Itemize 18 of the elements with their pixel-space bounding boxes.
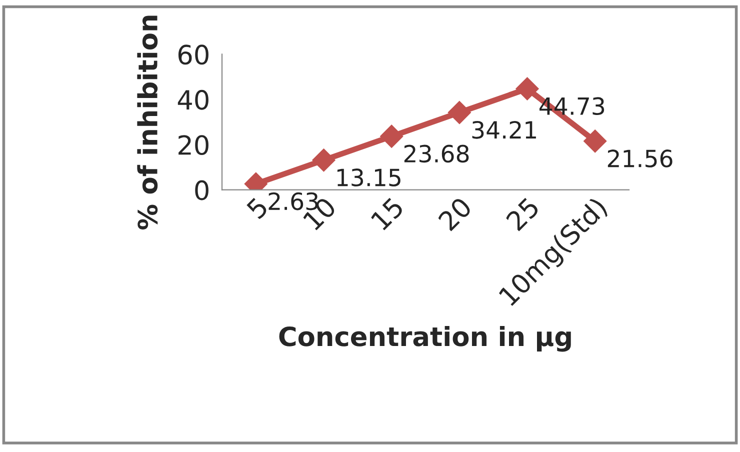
y-tick-label: 40 [178,90,208,110]
point [380,124,404,148]
x-tick-label: 15 [370,196,404,231]
data-label: 34.21 [472,120,536,139]
x-tick-label: 20 [437,196,473,232]
point [312,148,336,172]
point [516,77,539,100]
y-tick-label: 60 [178,44,208,65]
x-axis-title: Concentration in µg [279,326,571,352]
y-axis-title: % of inhibition [137,16,158,230]
data-label: 21.56 [608,150,672,168]
point [584,130,607,153]
data-label: 13.15 [337,168,400,186]
y-tick-label: 0 [195,180,208,200]
data-label: 23.68 [404,144,469,163]
x-tick-label: 5 [246,196,269,220]
y-tick-label: 20 [178,135,208,156]
point [448,101,471,124]
